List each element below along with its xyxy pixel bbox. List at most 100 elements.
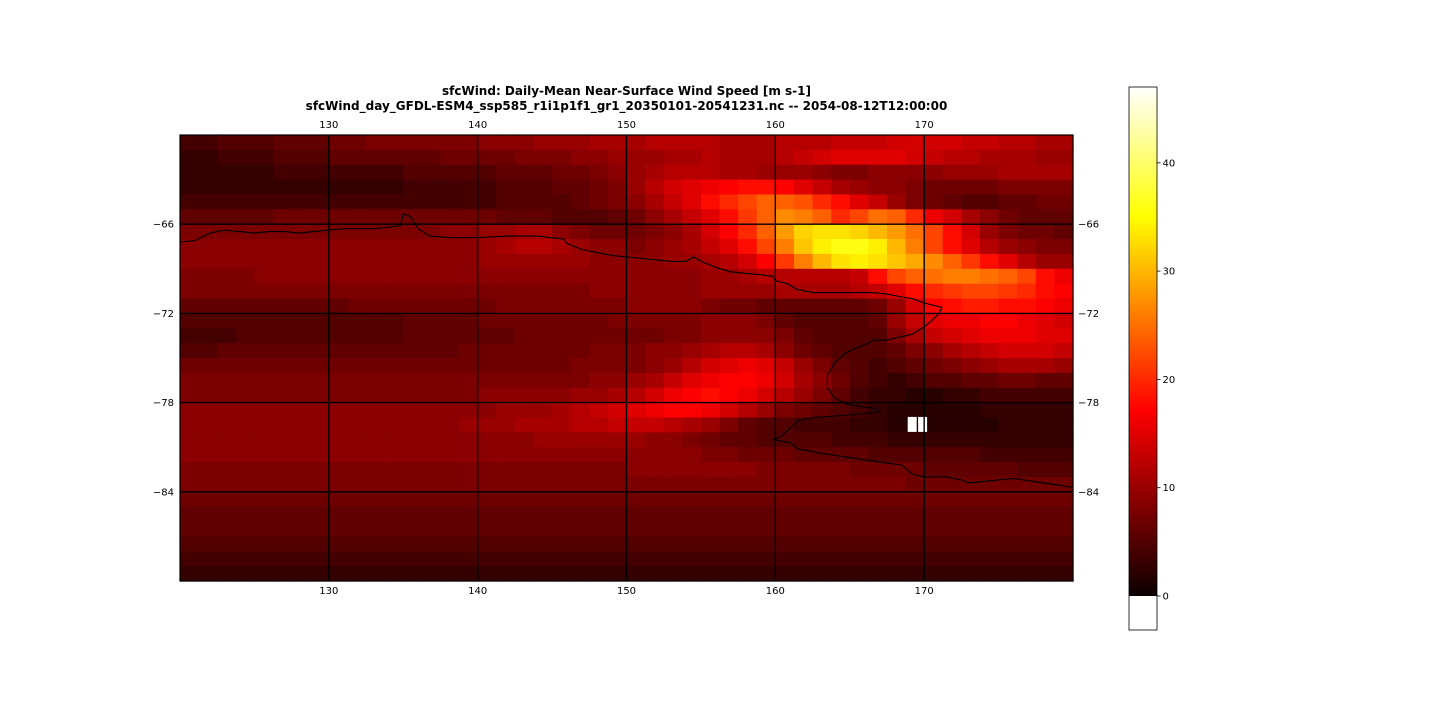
heat-cell — [961, 521, 981, 537]
heat-cell — [403, 432, 423, 448]
heat-cell — [924, 551, 944, 567]
heat-cell — [812, 551, 832, 567]
heat-cell — [533, 194, 553, 210]
heat-cell — [552, 209, 572, 225]
heat-cell — [254, 328, 274, 344]
heat-cell — [998, 551, 1018, 567]
heat-cell — [719, 253, 739, 270]
heat-cell — [440, 253, 460, 270]
heat-cell — [700, 432, 721, 448]
heat-cell — [719, 417, 739, 433]
heat-cell — [217, 343, 237, 359]
heat-cell — [775, 253, 795, 270]
heat-cell — [812, 164, 832, 181]
heat-cell — [886, 566, 907, 582]
heat-cell — [793, 521, 814, 537]
heat-cell — [812, 239, 832, 255]
heat-cell — [552, 462, 572, 478]
heat-cell — [682, 268, 702, 285]
heat-cell — [645, 179, 665, 196]
heat-cell — [328, 224, 349, 240]
heat-cell — [328, 491, 349, 508]
heat-cell — [793, 551, 814, 567]
heat-cell — [738, 224, 758, 240]
heat-cell — [347, 313, 367, 329]
heat-cell — [570, 253, 590, 270]
heat-cell — [924, 224, 944, 240]
y-axis-right: −66 −72 −78 −84 — [1078, 220, 1099, 499]
heat-cell — [198, 551, 218, 567]
heat-cell — [217, 536, 237, 552]
heat-cell — [793, 179, 814, 196]
heat-cell — [328, 566, 349, 582]
heat-cell — [607, 179, 628, 196]
heat-cell — [440, 343, 460, 359]
heat-cell — [347, 164, 367, 181]
heat-cell — [979, 462, 1000, 478]
y-tick-label-right: −78 — [1078, 398, 1099, 409]
heat-cell — [1054, 268, 1074, 285]
heat-cell — [700, 283, 721, 300]
heat-cell — [477, 343, 497, 359]
heat-cell — [1054, 387, 1074, 404]
heat-cell — [775, 536, 795, 552]
heat-cell — [366, 447, 386, 463]
heat-cell — [217, 566, 237, 582]
heat-cell — [477, 164, 497, 181]
heat-cell — [291, 566, 311, 582]
heat-cell — [235, 402, 256, 419]
heat-cell — [942, 402, 962, 419]
heat-cell — [291, 283, 311, 300]
heat-cell — [1035, 372, 1055, 389]
heat-cell — [607, 536, 628, 552]
y-tick-label-right: −66 — [1078, 220, 1099, 231]
heat-cell — [663, 268, 683, 285]
heat-cell — [645, 506, 665, 523]
heat-cell — [905, 462, 925, 478]
heat-cell — [645, 283, 665, 300]
heat-cell — [924, 387, 944, 404]
heat-cell — [719, 179, 739, 196]
heat-cell — [961, 417, 981, 433]
heat-cell — [514, 313, 535, 329]
heat-cell — [663, 224, 683, 240]
heat-cell — [775, 194, 795, 210]
heat-cell — [700, 506, 721, 523]
heat-cell — [254, 179, 274, 196]
heat-cell — [291, 149, 311, 166]
heat-cell — [849, 343, 869, 359]
heat-cell — [738, 387, 758, 404]
heat-cell — [384, 387, 404, 404]
heat-cell — [459, 358, 479, 374]
heat-cell — [1035, 566, 1055, 582]
heat-cell — [775, 447, 795, 463]
heat-cell — [366, 506, 386, 523]
heat-cell — [942, 149, 962, 166]
heat-cell — [310, 209, 330, 225]
heat-cell — [1017, 343, 1037, 359]
heat-cell — [496, 506, 516, 523]
heat-cell — [328, 179, 349, 196]
heat-cell — [812, 209, 832, 225]
heat-cell — [180, 149, 200, 166]
heat-cell — [961, 149, 981, 166]
heat-cell — [961, 387, 981, 404]
heat-cell — [533, 372, 553, 389]
heat-cell — [924, 283, 944, 300]
heat-cell — [421, 462, 442, 478]
heat-cell — [384, 283, 404, 300]
heat-cell — [942, 239, 962, 255]
heat-cell — [254, 253, 274, 270]
heat-cell — [626, 506, 646, 523]
heat-cell — [273, 536, 293, 552]
heat-cell — [496, 194, 516, 210]
heat-cell — [1017, 551, 1037, 567]
heat-cell — [607, 387, 628, 404]
heat-cell — [235, 194, 256, 210]
heat-cell — [775, 298, 795, 314]
heat-cell — [793, 432, 814, 448]
heat-cell — [626, 224, 646, 240]
heat-cell — [366, 491, 386, 508]
heat-cell — [645, 268, 665, 285]
heat-cell — [682, 491, 702, 508]
